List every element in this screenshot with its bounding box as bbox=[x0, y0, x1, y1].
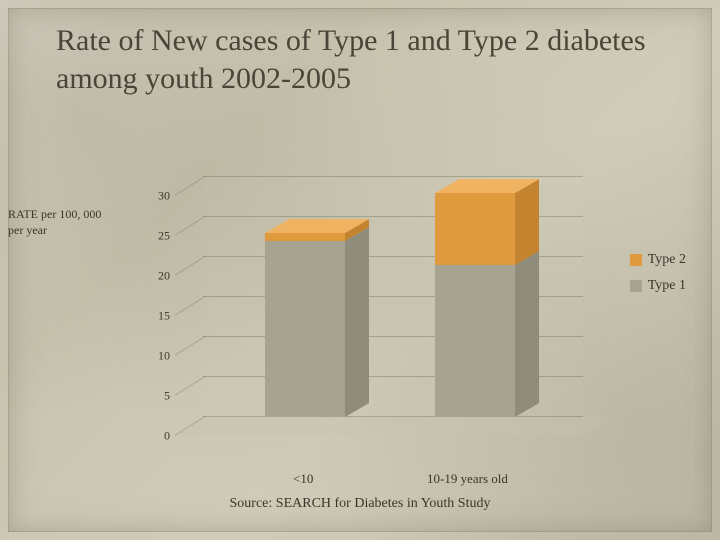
y-tick: 0 bbox=[145, 429, 170, 444]
bar-segment bbox=[265, 241, 345, 417]
chart-area: RATE per 100, 000 per year 051015202530 … bbox=[30, 175, 640, 465]
bar-front bbox=[265, 233, 345, 241]
y-tick: 15 bbox=[145, 309, 170, 324]
source-citation: Source: SEARCH for Diabetes in Youth Stu… bbox=[0, 496, 720, 512]
y-tick: 10 bbox=[145, 349, 170, 364]
legend-label-type1: Type 1 bbox=[648, 278, 686, 294]
y-tick: 30 bbox=[145, 189, 170, 204]
gridline bbox=[203, 416, 583, 417]
y-tick: 25 bbox=[145, 229, 170, 244]
x-axis-label: <10 bbox=[293, 471, 313, 487]
legend-swatch-type1 bbox=[630, 280, 642, 292]
chart-title: Rate of New cases of Type 1 and Type 2 d… bbox=[56, 22, 664, 97]
legend-item-type1: Type 1 bbox=[630, 278, 686, 294]
gridline bbox=[203, 176, 583, 177]
legend-label-type2: Type 2 bbox=[648, 252, 686, 268]
ylabel-line1: RATE per 100, 000 bbox=[8, 207, 101, 221]
bar-segment bbox=[265, 233, 345, 241]
legend: Type 2 Type 1 bbox=[630, 252, 686, 304]
legend-item-type2: Type 2 bbox=[630, 252, 686, 268]
y-axis-label: RATE per 100, 000 per year bbox=[8, 207, 138, 238]
chart-floor bbox=[175, 418, 615, 436]
ylabel-line2: per year bbox=[8, 223, 47, 237]
legend-swatch-type2 bbox=[630, 254, 642, 266]
x-axis-label: 10-19 years old bbox=[427, 471, 508, 487]
bar-front bbox=[435, 193, 515, 265]
bar-side bbox=[515, 251, 539, 417]
plot-region bbox=[175, 175, 585, 435]
bar-side bbox=[515, 179, 539, 265]
bar-segment bbox=[435, 265, 515, 417]
bar-segment bbox=[435, 193, 515, 265]
bar-side bbox=[345, 227, 369, 417]
bar-front bbox=[265, 241, 345, 417]
bar-front bbox=[435, 265, 515, 417]
y-tick: 5 bbox=[145, 389, 170, 404]
y-tick: 20 bbox=[145, 269, 170, 284]
